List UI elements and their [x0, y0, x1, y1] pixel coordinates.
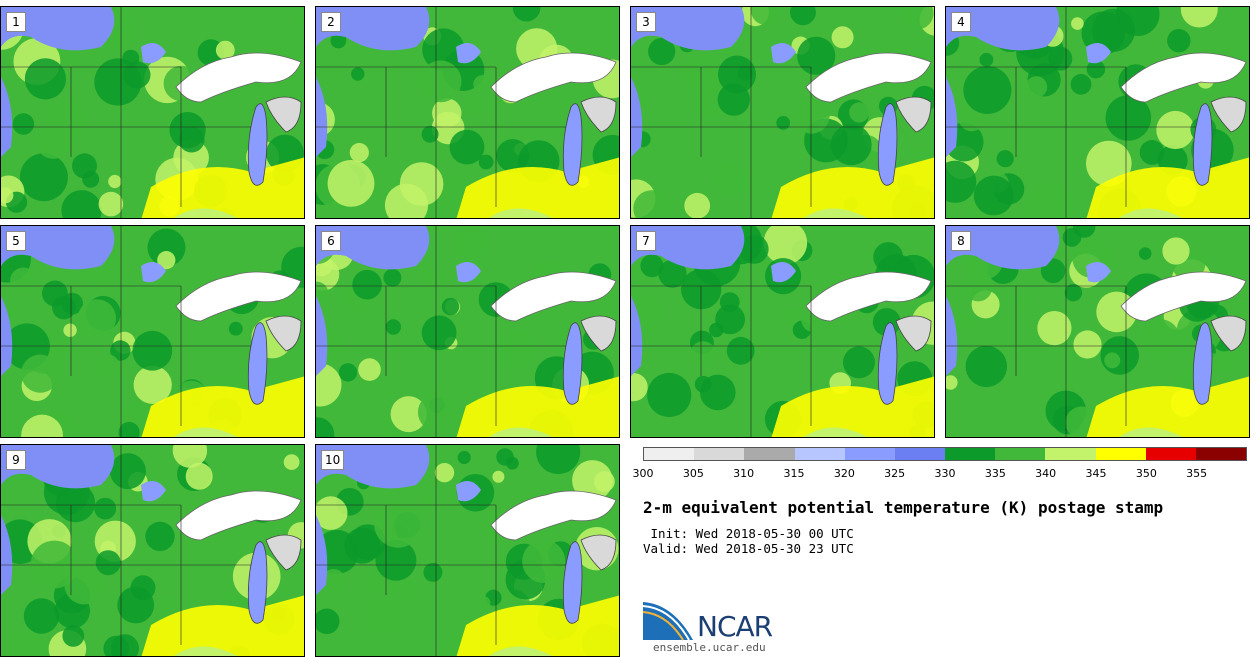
postage-stamp-panel: 9: [0, 444, 305, 657]
panel-member-number: 7: [636, 231, 656, 251]
ncar-logo-text: NCAR: [697, 610, 773, 643]
colorbar-segment: [945, 448, 996, 460]
colorbar-tick-label: 330: [934, 467, 956, 480]
colorbar-tick-label: 310: [733, 467, 755, 480]
colorbar-segment: [744, 448, 795, 460]
postage-stamp-panel: 3: [630, 6, 935, 219]
postage-stamp-panel: 2: [315, 6, 620, 219]
postage-stamp-panel: 4: [945, 6, 1250, 219]
colorbar-tick-label: 335: [984, 467, 1006, 480]
colorbar-segment: [1195, 448, 1247, 460]
colorbar-tick-label: 355: [1186, 467, 1208, 480]
postage-stamp-panel: 6: [315, 225, 620, 438]
colorbar-segment: [1095, 448, 1146, 460]
time-info: Init: Wed 2018-05-30 00 UTC Valid: Wed 2…: [643, 526, 854, 556]
colorbar-segment: [644, 448, 695, 460]
init-time: Init: Wed 2018-05-30 00 UTC: [643, 526, 854, 541]
site-url: ensemble.ucar.edu: [653, 641, 766, 654]
panel-member-number: 9: [6, 450, 26, 470]
valid-time: Valid: Wed 2018-05-30 23 UTC: [643, 541, 854, 556]
panel-member-number: 2: [321, 12, 341, 32]
colorbar-tick-label: 320: [833, 467, 855, 480]
postage-stamp-panel: 10: [315, 444, 620, 657]
panel-member-number: 3: [636, 12, 656, 32]
colorbar-segment: [894, 448, 946, 460]
panel-member-number: 5: [6, 231, 26, 251]
colorbar-segment: [1145, 448, 1196, 460]
panel-member-number: 8: [951, 231, 971, 251]
panel-member-number: 6: [321, 231, 341, 251]
colorbar-segment: [1045, 448, 1096, 460]
colorbar-segment: [694, 448, 745, 460]
panel-member-number: 4: [951, 12, 971, 32]
colorbar-segment: [995, 448, 1046, 460]
colorbar: [643, 447, 1247, 461]
panel-member-number: 10: [321, 450, 345, 470]
postage-stamp-panel: 5: [0, 225, 305, 438]
colorbar-tick-labels: 300 305 310 315 320 325 330 335 340 345 350 355: [633, 467, 1247, 481]
postage-stamp-panel: 7: [630, 225, 935, 438]
colorbar-tick-label: 300: [632, 467, 654, 480]
colorbar-tick-label: 340: [1035, 467, 1057, 480]
panel-member-number: 1: [6, 12, 26, 32]
colorbar-tick-label: 315: [783, 467, 805, 480]
colorbar-segment: [844, 448, 895, 460]
colorbar-segment: [794, 448, 845, 460]
postage-stamp-panel: 8: [945, 225, 1250, 438]
postage-stamp-panel: 1: [0, 6, 305, 219]
figure-title: 2-m equivalent potential temperature (K)…: [643, 498, 1164, 517]
ncar-logo-icon: [643, 602, 693, 641]
colorbar-tick-label: 350: [1135, 467, 1157, 480]
colorbar-tick-label: 345: [1085, 467, 1107, 480]
colorbar-tick-label: 305: [682, 467, 704, 480]
colorbar-tick-label: 325: [884, 467, 906, 480]
